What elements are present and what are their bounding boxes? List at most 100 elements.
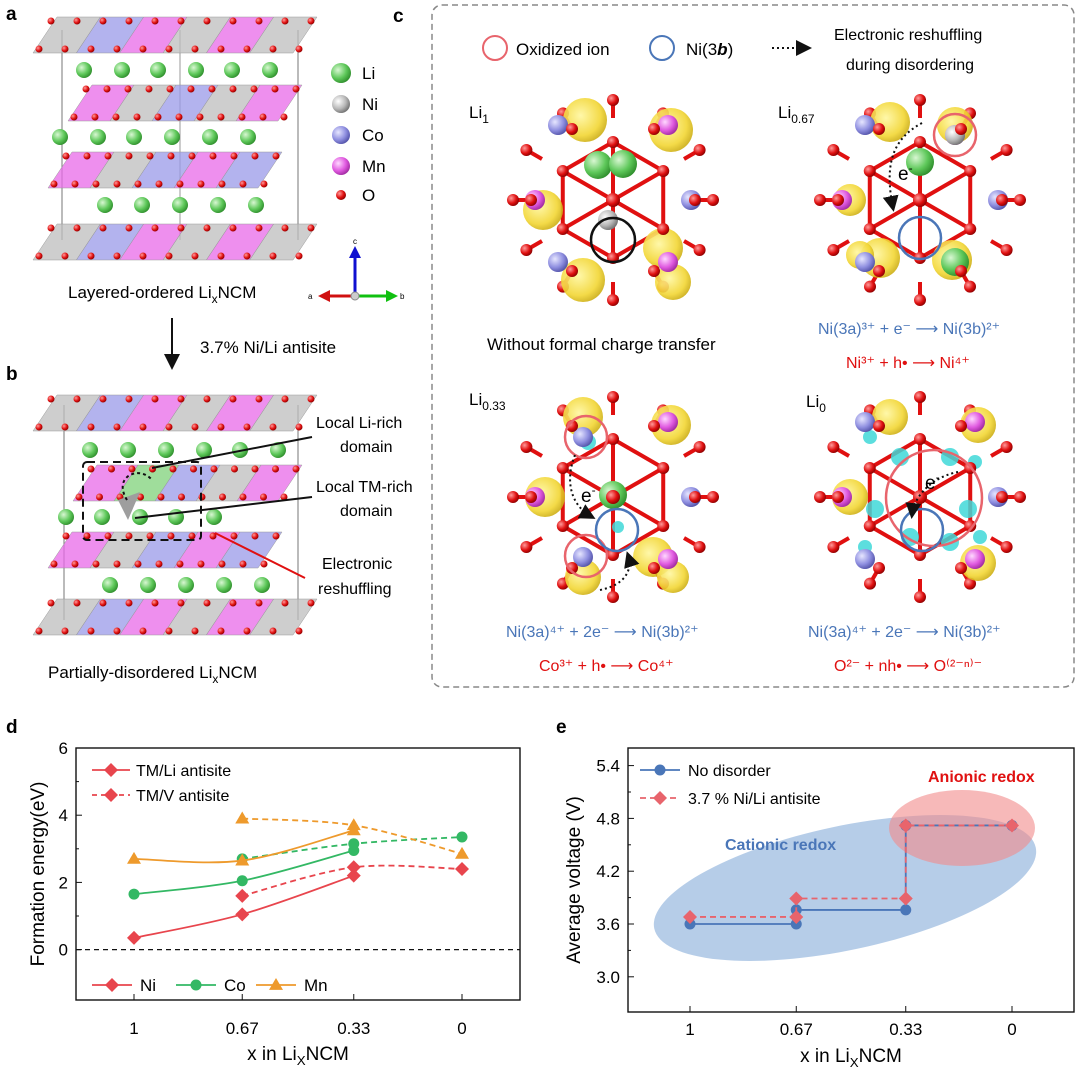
mn-atom	[658, 549, 678, 569]
oxygen-atom	[827, 541, 840, 553]
y-tick-label: 5.4	[596, 757, 620, 776]
mn-data-point	[235, 853, 250, 866]
oxygen-atom	[209, 152, 217, 160]
legend-marker	[269, 978, 283, 990]
oxygen-atom	[191, 423, 199, 431]
oxygen-atom	[92, 560, 100, 568]
oxygen-atom	[61, 252, 69, 260]
oxygen-atom	[996, 491, 1008, 503]
reshuffle-line1: Electronic	[322, 556, 392, 573]
oxygen-atom	[50, 180, 58, 188]
x-tick-label: 0.67	[780, 1020, 813, 1039]
cationic-redox-label: Cationic redox	[725, 837, 836, 854]
legend-co: Co	[362, 126, 384, 145]
oxygen-atom	[210, 465, 218, 473]
oxygen-atom	[914, 591, 926, 603]
x-axis-label: x in LiXNCM	[800, 1046, 902, 1070]
li033-electron-arrow-1	[569, 454, 596, 519]
lithium-atom	[254, 577, 270, 593]
oxygen-atom	[255, 224, 263, 232]
disordered-crystal-structure	[32, 394, 318, 636]
y-tick-label: 4.2	[596, 862, 620, 881]
oxygen-atom	[607, 294, 619, 306]
oxygen-atom	[281, 224, 289, 232]
oxygen-atom	[864, 280, 876, 293]
oxygen-atom	[166, 85, 174, 93]
co-data-point	[236, 875, 248, 887]
oxygen-atom	[87, 252, 95, 260]
li067-equation-1: Ni(3a)³⁺ + e⁻ ⟶ Ni(3b)²⁺	[818, 321, 1000, 338]
oxygen-atom	[814, 194, 826, 206]
co-atom	[573, 547, 593, 567]
oxygen-atom	[128, 465, 136, 473]
octahedra-layer	[249, 598, 318, 636]
oxygen-atom	[269, 627, 277, 635]
oxygen-atom	[139, 627, 147, 635]
lithium-atom	[164, 129, 180, 145]
mn-atom-icon	[332, 157, 350, 175]
oxygen-atom	[151, 17, 159, 25]
oxygen-atom	[1000, 244, 1013, 256]
octahedra-layer	[215, 151, 283, 189]
oxygen-atom	[146, 152, 154, 160]
oxygen-atom	[177, 599, 185, 607]
oxygen-atom	[99, 224, 107, 232]
voltage-data-point	[683, 909, 697, 924]
oxygen-atom	[218, 560, 226, 568]
oxygen-atom	[693, 541, 706, 553]
oxygen-atom	[996, 194, 1008, 206]
oxygen-atom	[873, 419, 885, 432]
lithium-atom	[196, 442, 212, 458]
reshuffle-arrow-b	[121, 472, 153, 501]
legend-o: O	[362, 186, 375, 205]
plot-frame	[627, 747, 1075, 1013]
charge-isosurface-cyan	[612, 521, 624, 533]
legend-label: TM/Li antisite	[136, 763, 231, 780]
oxygen-atom	[832, 194, 844, 206]
li0-electron-label: e-	[925, 470, 940, 494]
lithium-atom	[216, 577, 232, 593]
oxygen-atom	[178, 493, 185, 501]
oxygen-atom	[176, 180, 184, 188]
tm-rich-line1: Local TM-rich	[316, 479, 413, 496]
voltage-data-point	[898, 818, 913, 833]
co-atom	[548, 252, 568, 272]
oxygen-atom	[73, 17, 81, 25]
oxygen-atom	[657, 165, 670, 177]
co-atom-icon	[332, 126, 350, 144]
lithium-atom	[120, 442, 136, 458]
ni-data-point	[127, 930, 141, 945]
oxygen-atom	[125, 224, 133, 232]
x-axis-label: x in LiXNCM	[247, 1044, 349, 1068]
octahedra-layer	[249, 223, 318, 261]
oxygen-atom	[272, 532, 280, 540]
legend-ni: Ni	[362, 95, 378, 114]
oxygen-atom	[255, 395, 263, 403]
formation-energy-chart: 0 2 4 6 1 0.67 0.33 0 x in LiXNCM Formation energ…	[28, 739, 521, 1068]
oxygen-atom	[61, 423, 69, 431]
x-tick-label: 0.33	[889, 1020, 922, 1039]
legend-label: Co	[224, 976, 246, 995]
oxygen-atom	[707, 194, 719, 206]
oxygen-atom	[190, 465, 197, 473]
o-o-bond	[868, 466, 921, 499]
oxygen-atom	[231, 465, 238, 473]
legend-label: 3.7 % Ni/Li antisite	[688, 791, 821, 808]
oxygen-atom	[92, 180, 100, 188]
lithium-atom	[114, 62, 130, 78]
ni-data-point	[235, 907, 250, 922]
oxygen-atom	[295, 45, 303, 53]
li-atom	[906, 148, 934, 176]
charge-isosurface	[563, 98, 607, 142]
oxygen-atom	[272, 465, 279, 473]
oxygen-atom	[307, 599, 315, 607]
ni-atom-icon	[332, 95, 350, 113]
oxygen-atom	[35, 627, 43, 635]
anionic-redox-region	[889, 790, 1035, 866]
li-rich-line1: Local Li-rich	[316, 415, 402, 432]
layered-crystal-structure	[32, 16, 318, 261]
charge-isosurface	[657, 561, 689, 593]
panel-c-legend: Oxidized ion Ni(3b) Electronic reshuffli…	[482, 27, 982, 74]
local-domain-box	[82, 461, 202, 541]
